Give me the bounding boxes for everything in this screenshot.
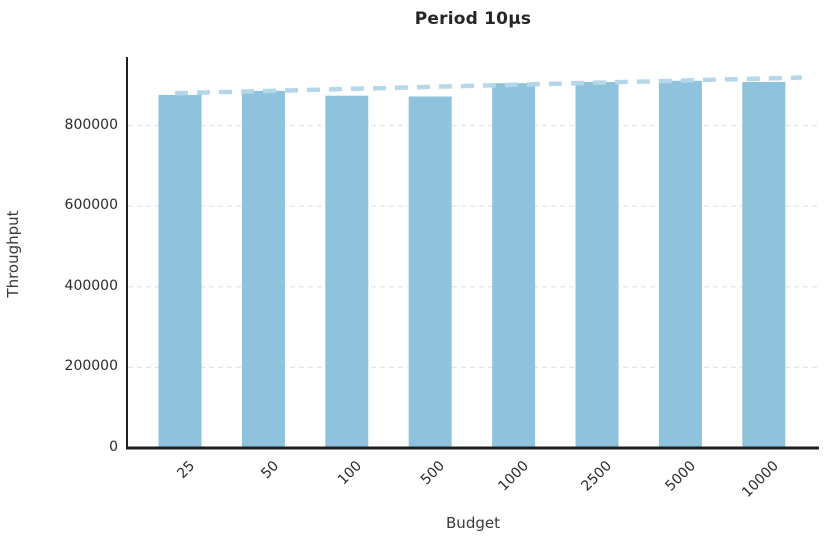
ytick-label-800000: 800000	[64, 116, 118, 133]
bar-100	[325, 95, 369, 449]
bar-1000	[492, 83, 536, 448]
bar-10000	[742, 81, 786, 448]
ytick-label-600000: 600000	[64, 197, 118, 214]
y-axis-label: Throughput	[4, 210, 22, 298]
ytick-label-200000: 200000	[64, 358, 118, 375]
bar-5000	[658, 80, 702, 448]
trend-line	[174, 75, 803, 96]
bar-50	[241, 90, 285, 448]
bar-2500	[575, 81, 619, 448]
ytick-label-400000: 400000	[64, 277, 118, 294]
bar-25	[158, 94, 202, 449]
x-axis-label: Budget	[446, 514, 500, 532]
bar-500	[408, 96, 452, 449]
ytick-label-0: 0	[109, 439, 118, 455]
chart-title: Period 10μs	[414, 9, 532, 29]
